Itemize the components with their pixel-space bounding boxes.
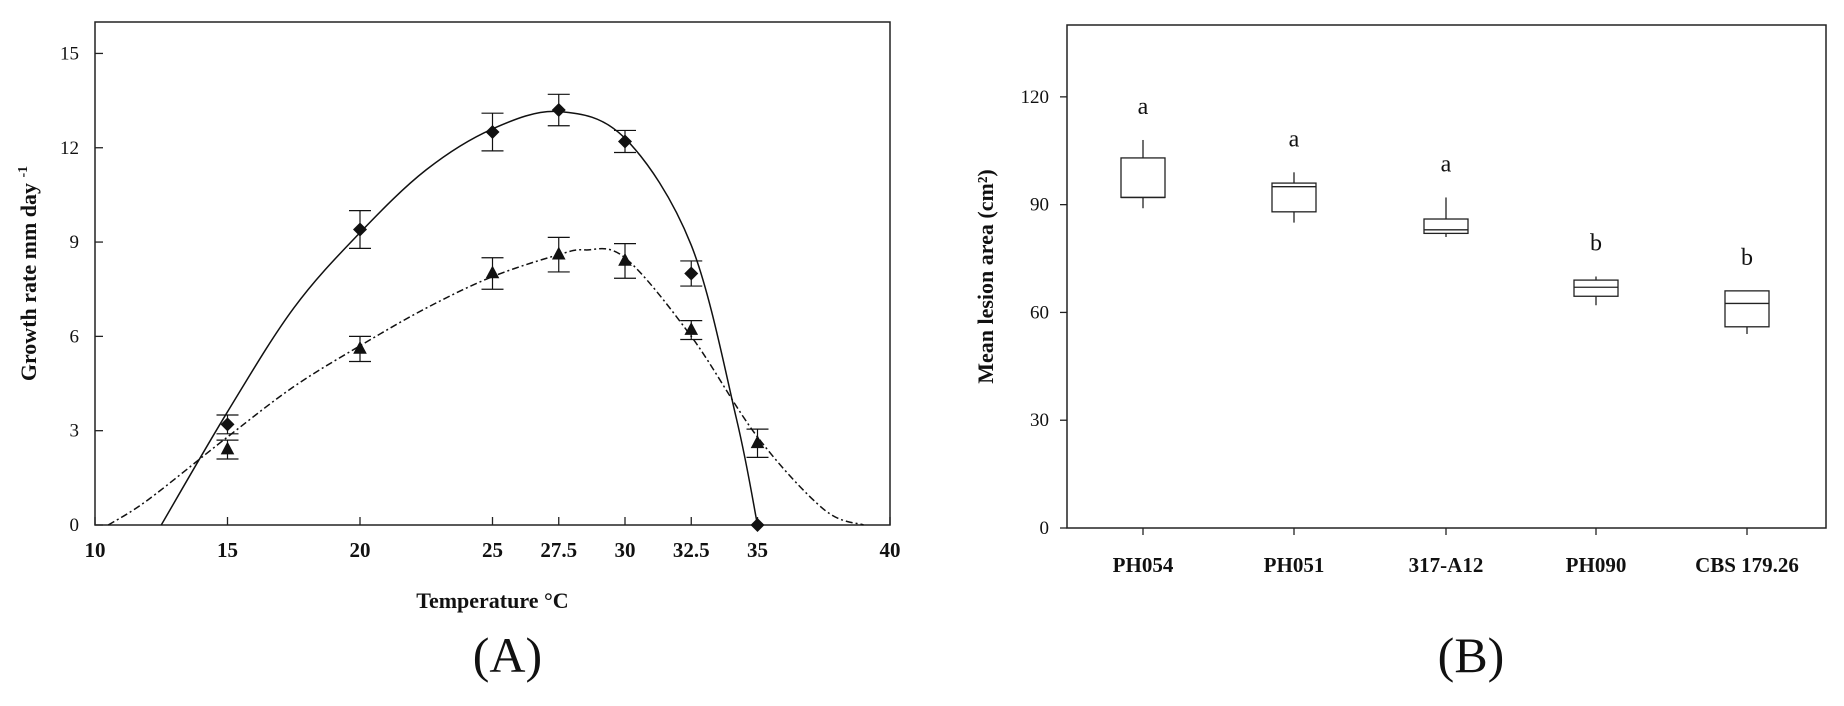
x-axis-title-a: Temperature °C xyxy=(416,588,568,613)
y-axis-ticks-a: 0 3 6 9 12 15 xyxy=(60,43,103,536)
chart-panel-b: 0 30 60 90 120 PH054 PH051 317-A12 PH090 CBS 179… xyxy=(973,24,1827,683)
x-tick-label: 35 xyxy=(747,538,768,562)
box-iqr xyxy=(1724,290,1770,328)
x-tick-label: 30 xyxy=(615,538,636,562)
data-point-diamond xyxy=(220,417,235,432)
data-point-triangle xyxy=(750,435,765,449)
data-point-triangle xyxy=(220,441,235,455)
x-tick-label: 40 xyxy=(880,538,901,562)
box-group-b: a a a b b xyxy=(1120,94,1770,334)
chart-panel-a: 0 3 6 9 12 15 10 15 20 25 27.5 30 32.5 35 40 Temperat… xyxy=(16,21,901,683)
x-tick-label: CBS 179.26 xyxy=(1695,553,1799,577)
x-tick-label: 20 xyxy=(350,538,371,562)
y-axis-title-a-sup: -1 xyxy=(16,166,31,178)
y-tick-label: 120 xyxy=(1021,87,1050,108)
y-axis-title-b: Mean lesion area (cm²) xyxy=(973,169,998,384)
x-tick-label: 27.5 xyxy=(540,538,577,562)
data-point-triangle xyxy=(353,340,367,354)
box-iqr xyxy=(1120,157,1166,199)
significance-letter: a xyxy=(1441,151,1452,177)
significance-letter: b xyxy=(1590,231,1602,257)
y-tick-label: 0 xyxy=(1040,518,1050,539)
x-tick-label: PH090 xyxy=(1566,553,1627,577)
box-iqr xyxy=(1271,182,1317,213)
significance-letter: a xyxy=(1289,126,1300,152)
data-point-diamond xyxy=(353,222,367,237)
series-group-a xyxy=(107,93,864,532)
data-point-diamond xyxy=(551,103,566,118)
y-axis-title-a: Growth rate mm day -1 xyxy=(16,166,41,381)
x-tick-label: PH054 xyxy=(1113,553,1174,577)
x-axis-ticks-a: 10 15 20 25 27.5 30 32.5 35 40 xyxy=(85,517,901,562)
x-tick-label: 10 xyxy=(85,538,106,562)
data-point-triangle xyxy=(684,322,699,335)
y-axis-title-a-group: Growth rate mm day -1 xyxy=(16,166,41,381)
box-iqr xyxy=(1423,218,1469,235)
y-tick-label: 6 xyxy=(70,326,80,347)
y-tick-label: 15 xyxy=(60,43,79,64)
y-tick-label: 60 xyxy=(1030,302,1049,323)
y-tick-label: 3 xyxy=(70,421,80,442)
x-tick-label: 317-A12 xyxy=(1409,553,1484,577)
y-tick-label: 30 xyxy=(1030,410,1049,431)
x-tick-label: 15 xyxy=(217,538,238,562)
x-tick-label: 32.5 xyxy=(673,538,710,562)
data-point-diamond xyxy=(750,518,765,532)
y-tick-label: 9 xyxy=(70,232,80,253)
x-tick-label: 25 xyxy=(482,538,503,562)
data-point-triangle xyxy=(485,265,500,279)
fit-curve-1 xyxy=(160,110,759,526)
y-tick-label: 90 xyxy=(1030,195,1049,216)
y-tick-label: 0 xyxy=(70,515,80,536)
data-point-diamond xyxy=(684,266,699,281)
data-point-diamond xyxy=(485,125,500,140)
data-point-diamond xyxy=(618,134,632,149)
significance-letter: b xyxy=(1741,245,1753,271)
panel-label-a: (A) xyxy=(473,627,542,683)
data-point-triangle xyxy=(551,246,566,260)
x-axis-ticks-b: PH054 PH051 317-A12 PH090 CBS 179.26 xyxy=(1113,528,1799,577)
x-tick-label: PH051 xyxy=(1264,553,1325,577)
significance-letter: a xyxy=(1138,94,1149,120)
y-axis-ticks-b: 0 30 60 90 120 xyxy=(1021,87,1067,539)
plot-frame-b xyxy=(1066,24,1827,529)
fit-curve-2 xyxy=(107,247,864,526)
y-axis-title-a-main: Growth rate mm day xyxy=(16,183,41,381)
panel-label-b: (B) xyxy=(1438,627,1505,683)
y-tick-label: 12 xyxy=(60,138,79,159)
box-iqr xyxy=(1573,279,1619,297)
data-point-triangle xyxy=(618,252,632,266)
